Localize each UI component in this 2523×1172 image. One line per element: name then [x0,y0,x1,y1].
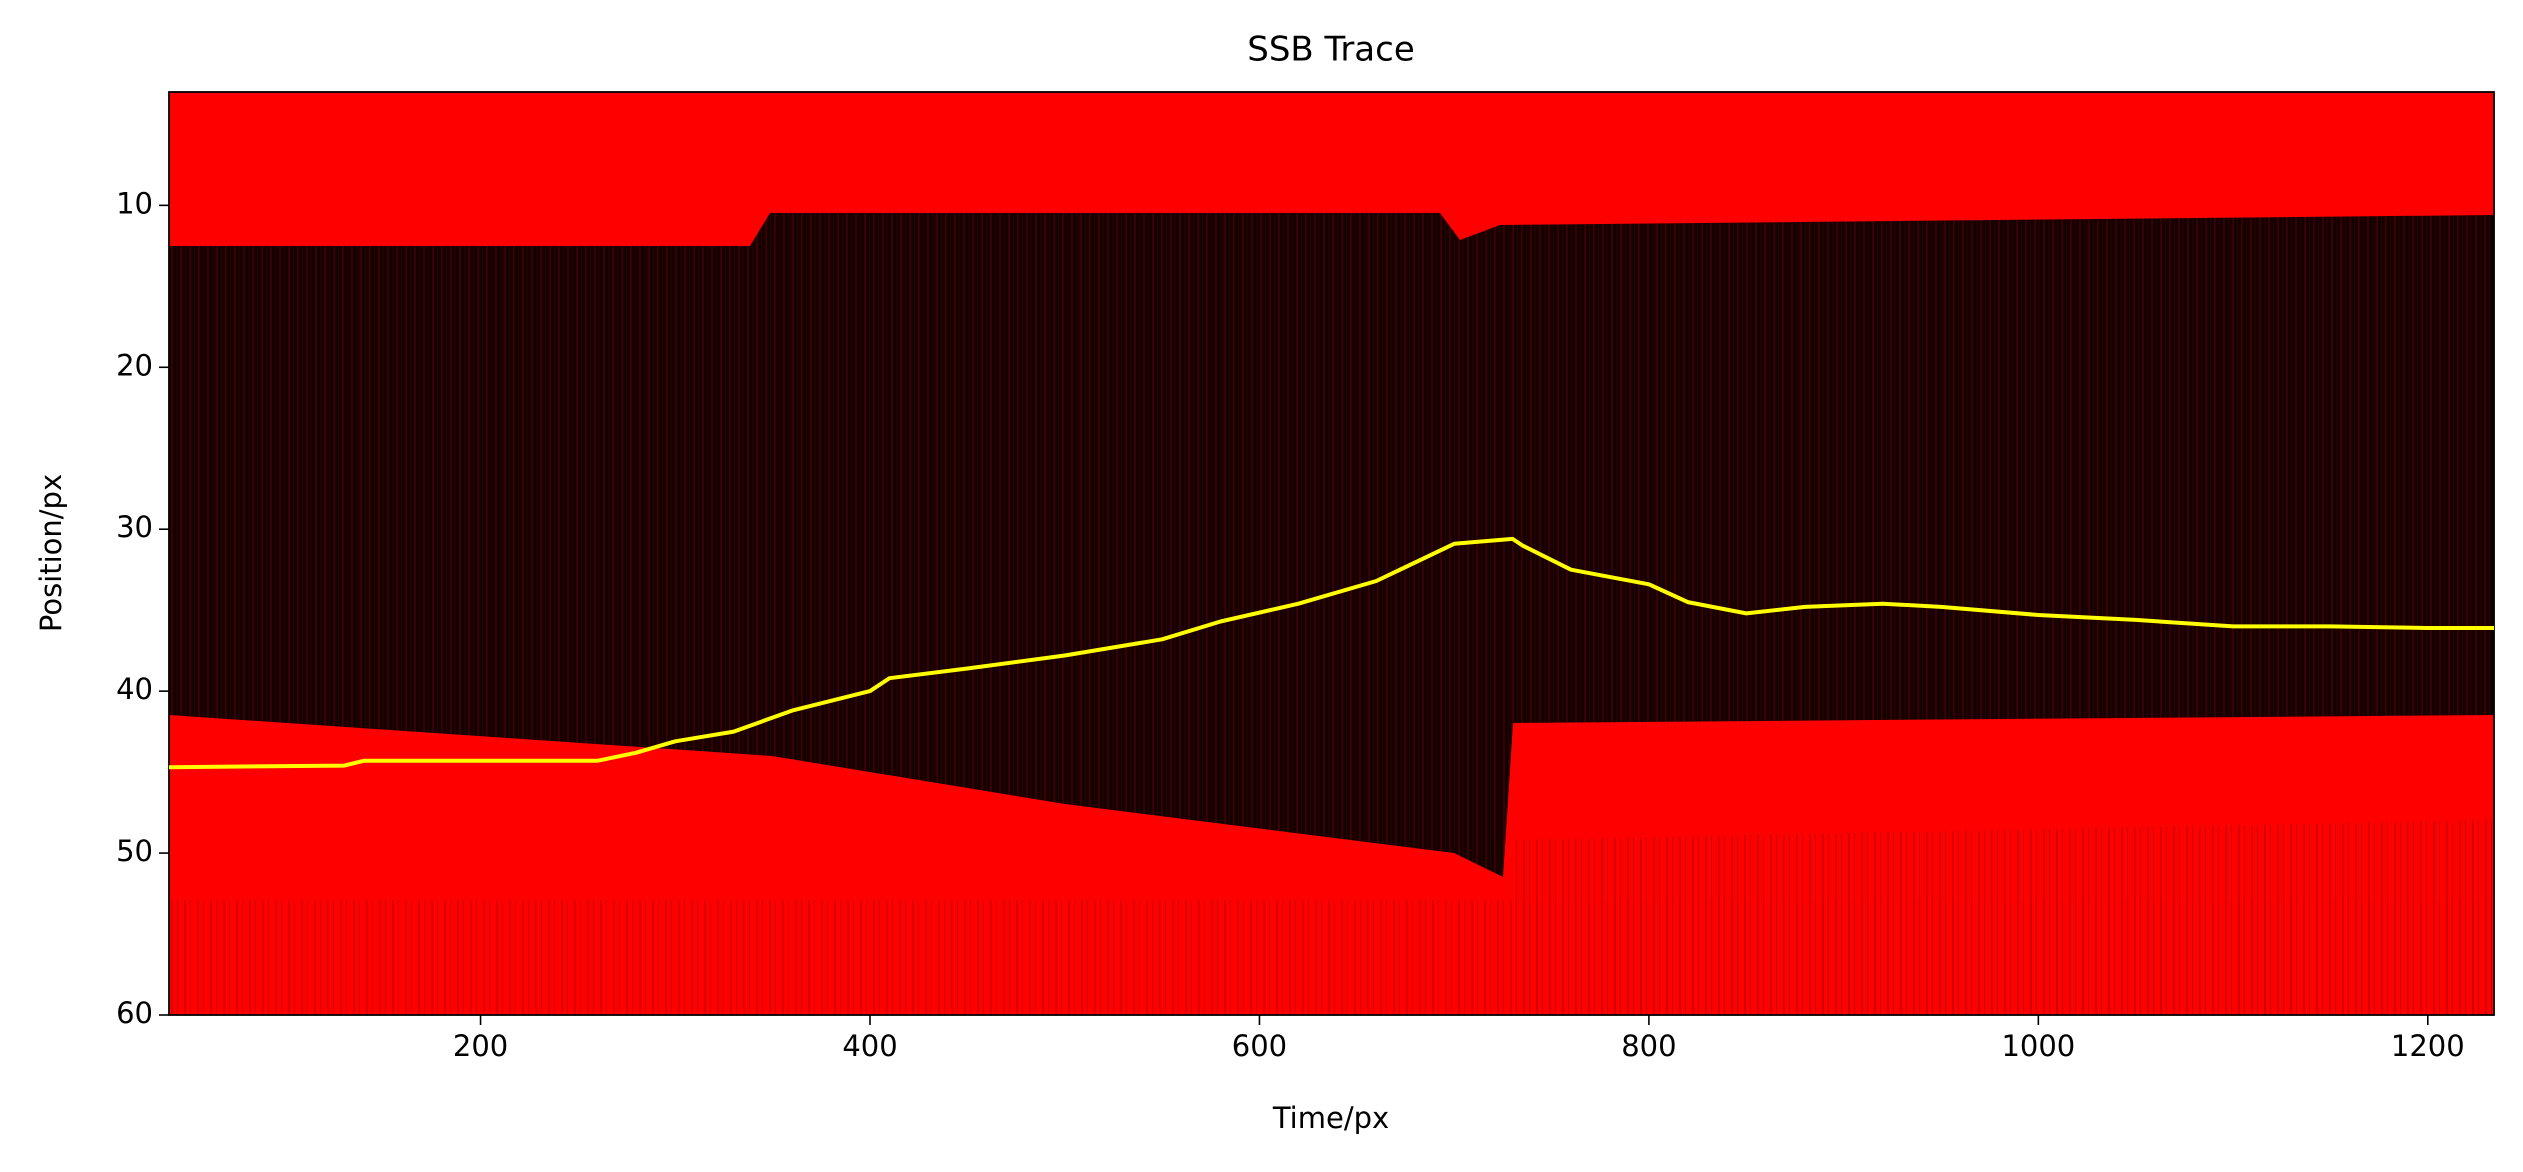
x-tick-label: 200 [453,1029,508,1063]
plot-frame [168,91,2495,1016]
trace-line [169,536,2494,770]
x-tick-label: 600 [1232,1029,1287,1063]
x-tick-label: 1000 [2001,1029,2075,1063]
x-axis-label: Time/px [1272,1101,1389,1135]
heatmap [169,92,2494,1015]
chart-title: SSB Trace [1247,30,1415,70]
x-tick-label: 1200 [2391,1029,2465,1063]
y-tick-label: 30 [116,510,153,544]
y-tick-label: 60 [116,996,153,1030]
y-axis-label: Position/px [34,474,68,632]
y-tick-label: 40 [116,672,153,706]
x-tick-label: 400 [842,1029,897,1063]
x-tick-label: 800 [1621,1029,1676,1063]
y-tick-label: 10 [116,186,153,220]
heatmap-texture [1513,820,2494,1015]
heatmap-dark-band [169,213,2494,877]
y-tick-label: 20 [116,348,153,382]
y-tick-label: 50 [116,834,153,868]
